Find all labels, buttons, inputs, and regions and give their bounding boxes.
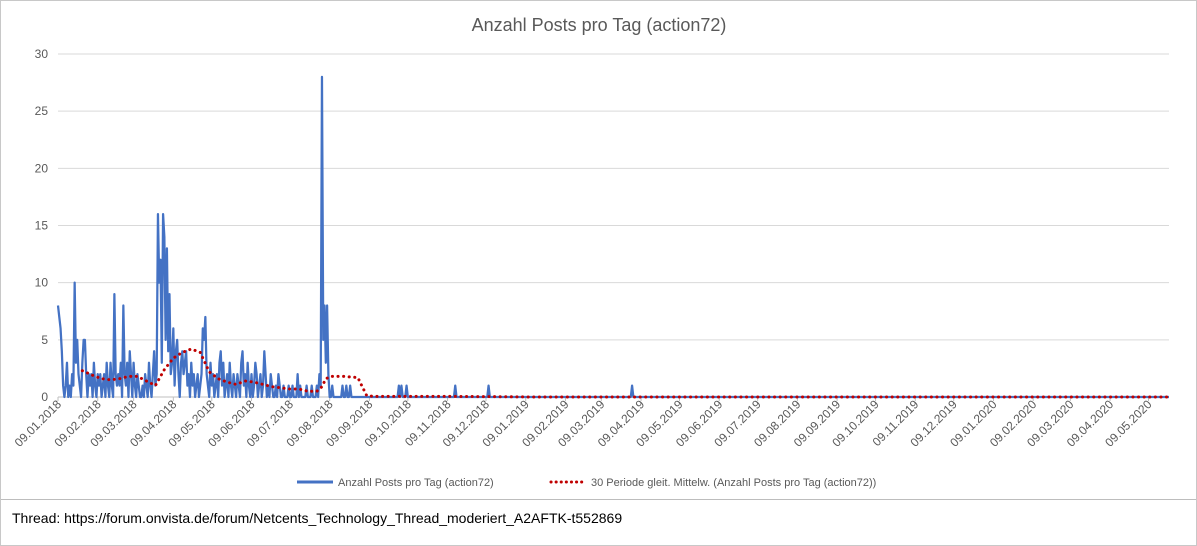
legend-label-moving-average: 30 Periode gleit. Mittelw. (Anzahl Posts…	[591, 477, 876, 489]
y-tick-label: 0	[41, 390, 48, 404]
thread-footer: Thread: https://forum.onvista.de/forum/N…	[1, 499, 1196, 546]
legend: Anzahl Posts pro Tag (action72) 30 Perio…	[297, 477, 876, 489]
chart-title: Anzahl Posts pro Tag (action72)	[472, 15, 727, 35]
y-tick-label: 15	[35, 219, 49, 233]
series-layer	[56, 75, 1171, 399]
y-axis-tick-labels: 0 5 10 15 20 25 30	[35, 47, 49, 404]
series-line-daily-posts	[56, 75, 1169, 399]
line-chart: Anzahl Posts pro Tag (action72) 0 5 10 15 20…	[12, 15, 1171, 489]
y-tick-label: 10	[35, 276, 49, 290]
y-tick-label: 25	[35, 104, 49, 118]
y-tick-label: 20	[35, 161, 49, 175]
series-line-moving-average	[80, 347, 1171, 399]
legend-label-daily-posts: Anzahl Posts pro Tag (action72)	[338, 477, 494, 489]
y-tick-label: 30	[35, 47, 49, 61]
thread-link-text: Thread: https://forum.onvista.de/forum/N…	[12, 510, 623, 526]
grid-lines	[58, 53, 1169, 398]
y-tick-label: 5	[41, 333, 48, 347]
x-axis-tick-labels: 09.01.201809.02.201809.03.201809.04.2018…	[12, 397, 1155, 450]
